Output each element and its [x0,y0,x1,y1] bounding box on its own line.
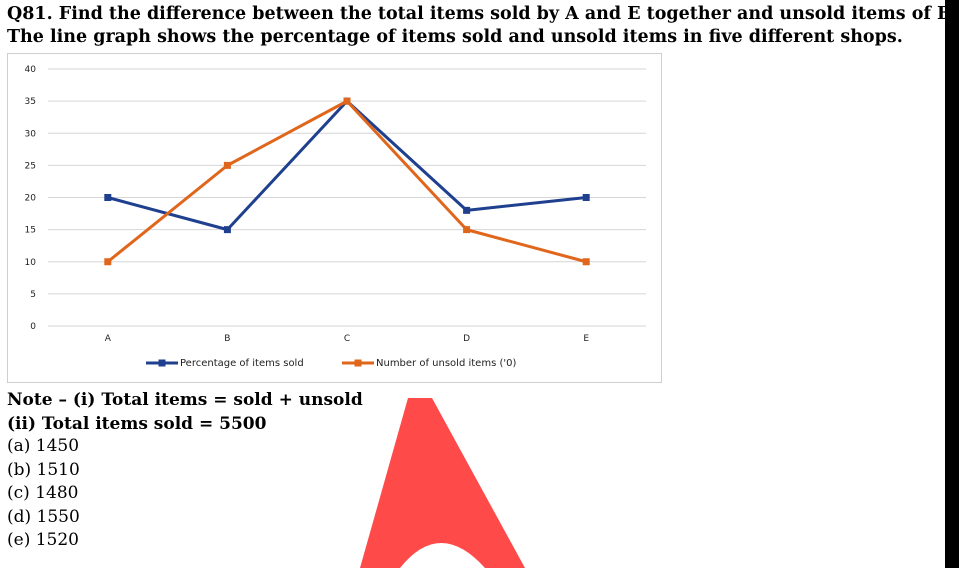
option-a[interactable]: (a) 1450 [7,436,80,456]
series-1-point-A [104,258,112,266]
option-d[interactable]: (d) 1550 [7,506,80,527]
line-chart: 0 5 10 15 20 25 30 35 40 A B C D E Percentage of items… [7,53,662,383]
y-tick-label-35: 35 [25,97,36,107]
y-tick-label-5: 5 [30,290,36,300]
legend-label-1: Number of unsold items ('0) [376,358,516,369]
answer-options: (a) 1450 (b) 1510 (c) 1480 (d) 1550 (e) … [7,435,80,553]
x-tick-label-E: E [583,334,589,344]
series-line-1 [106,99,587,264]
y-tick-label-20: 20 [25,194,37,204]
legend-marker-1 [354,359,362,367]
chart-canvas: 0 5 10 15 20 25 30 35 40 A B C D E Percentage of items… [25,65,646,369]
y-tick-label-0: 0 [30,322,36,332]
y-tick-label-15: 15 [25,226,36,236]
right-edge-bar [945,0,959,568]
option-b[interactable]: (b) 1510 [7,459,80,480]
option-c[interactable]: (c) 1480 [7,483,79,503]
x-tick-label-B: B [224,334,230,344]
series-0-point-B [223,226,231,234]
y-tick-label-40: 40 [25,65,37,75]
series-0-point-D [463,206,471,214]
x-tick-label-A: A [105,334,112,344]
legend-marker-0 [158,359,166,367]
series-0-point-E [582,194,590,201]
brand-logo-icon [360,398,525,568]
series-1-point-D [463,226,471,234]
x-tick-label-D: D [463,334,470,344]
y-tick-label-10: 10 [25,258,37,268]
notes: Note – (i) Total items = sold + unsold (… [7,388,363,436]
question-line-2: The line graph shows the percentage of i… [7,27,903,47]
series-1-point-C [343,97,351,105]
question-line-1: Q81. Find the difference between the tot… [7,4,958,24]
series-1-point-B [223,161,231,169]
note-total-items: Note – (i) Total items = sold + unsold [7,390,363,410]
y-tick-label-25: 25 [25,161,36,171]
note-total-sold: (ii) Total items sold = 5500 [7,414,267,434]
series-1-point-E [582,258,590,266]
option-e[interactable]: (e) 1520 [7,530,79,550]
question-text: Q81. Find the difference between the tot… [7,3,958,49]
y-tick-label-30: 30 [25,129,37,139]
x-tick-label-C: C [344,334,350,344]
series-0-point-A [104,194,112,201]
legend-label-0: Percentage of items sold [180,358,304,369]
